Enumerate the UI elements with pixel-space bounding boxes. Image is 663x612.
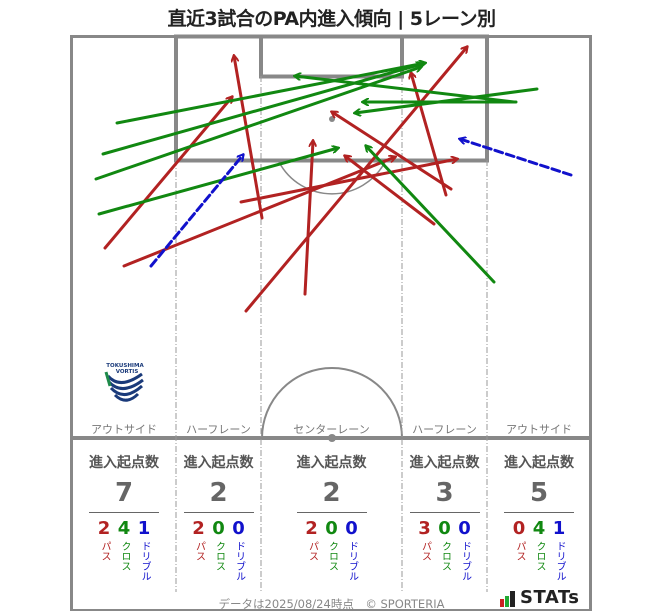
- svg-text:VORTIS: VORTIS: [116, 369, 139, 375]
- lane-label-outside-left: アウトサイド: [91, 423, 157, 436]
- pass-count: 2: [97, 518, 111, 539]
- pass-arrow: [411, 73, 448, 197]
- lane-label-half-left: ハーフレーン: [186, 423, 251, 436]
- stat-total: 7: [114, 478, 134, 508]
- penalty-spot: [329, 116, 335, 122]
- pass-count: 3: [418, 518, 431, 539]
- dribble-count: 1: [552, 518, 566, 539]
- pass-count: 0: [512, 518, 526, 539]
- dribble-count: 0: [232, 518, 245, 539]
- dribble-count: 1: [137, 518, 151, 539]
- bar-chart-icon: [500, 591, 515, 607]
- page-title: 直近3試合のPA内進入傾向 | 5レーン別: [167, 8, 496, 30]
- stat-total: 2: [209, 478, 228, 508]
- stat-header: 進入起点数: [409, 455, 480, 471]
- center-spot: [328, 434, 336, 442]
- pass-arrow: [103, 97, 232, 250]
- lane-stats-outside-right: 進入起点数 5 0 パス 4 クロス 1 ドリブル: [487, 452, 591, 581]
- pass-arrow: [345, 156, 436, 226]
- cross-count: 0: [438, 518, 451, 539]
- cross-count: 0: [325, 518, 338, 539]
- stat-total: 3: [435, 478, 454, 508]
- cross-count: 4: [532, 518, 546, 539]
- pass-arrow: [332, 112, 453, 191]
- cross-count: 0: [212, 518, 225, 539]
- cross-arrow: [366, 146, 496, 284]
- pass-arrow: [122, 157, 395, 268]
- stat-header: 進入起点数: [89, 455, 159, 471]
- stat-header: 進入起点数: [504, 455, 574, 471]
- cross-arrow: [295, 76, 516, 104]
- lane-stats-outside-left: 進入起点数 7 2 パス 4 クロス 1 ドリブル: [72, 452, 176, 581]
- svg-text:TOKUSHIMA: TOKUSHIMA: [106, 363, 144, 369]
- footer-credit: データは2025/08/24時点 © SPORTERIA: [218, 597, 445, 611]
- lane-label-outside-right: アウトサイド: [506, 423, 572, 436]
- pass-arrow: [239, 159, 457, 204]
- dribble-arrow: [149, 155, 243, 268]
- lane-stats-half-left: 進入起点数 2 2 パス 0 クロス 0 ドリブル: [176, 452, 261, 581]
- pass-arrow: [234, 56, 264, 220]
- pass-arrow: [303, 141, 313, 296]
- pass-count: 2: [192, 518, 205, 539]
- stat-total: 2: [322, 478, 341, 508]
- center-circle: [261, 367, 403, 439]
- cross-arrow: [115, 63, 425, 125]
- cross-arrow: [101, 64, 422, 156]
- goal-area: [259, 34, 404, 79]
- lane-stats-center: 進入起点数 2 2 パス 0 クロス 0 ドリブル: [261, 452, 402, 581]
- cross-arrow: [97, 148, 338, 216]
- stat-header: 進入起点数: [183, 455, 254, 471]
- stat-total: 5: [529, 478, 549, 508]
- lane-dividers: [175, 76, 488, 592]
- lane-label-center: センターレーン: [293, 423, 370, 436]
- entry-arrows: [94, 47, 573, 313]
- dribble-count: 0: [345, 518, 358, 539]
- cross-count: 4: [117, 518, 131, 539]
- pass-count: 2: [305, 518, 318, 539]
- dribble-count: 0: [458, 518, 471, 539]
- lane-label-half-right: ハーフレーン: [412, 423, 477, 436]
- dribble-arrow: [460, 139, 573, 177]
- stat-header: 進入起点数: [296, 455, 367, 471]
- lane-stats-half-right: 進入起点数 3 3 パス 0 クロス 0 ドリブル: [402, 452, 487, 581]
- team-logo: TOKUSHIMA VORTIS: [100, 360, 150, 414]
- stats-logo: STATs: [500, 589, 579, 607]
